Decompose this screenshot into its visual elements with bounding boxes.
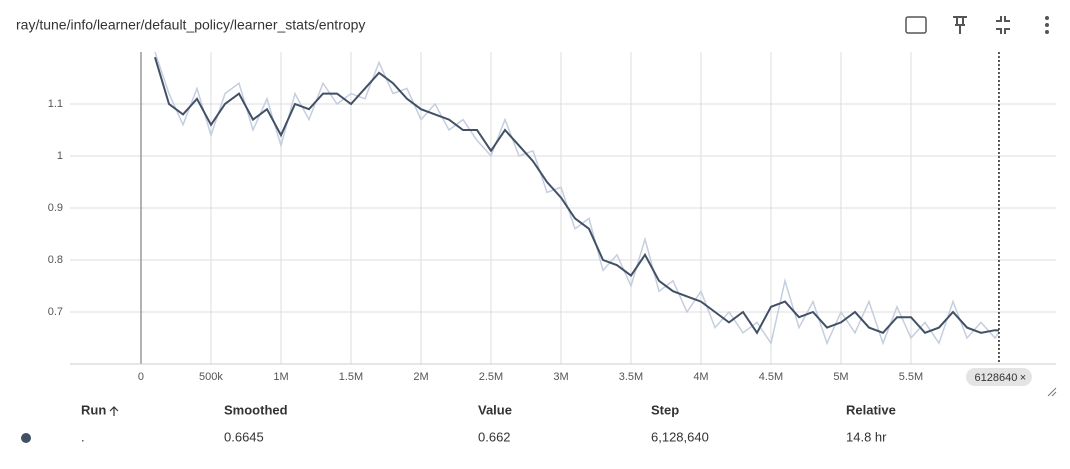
card-title: ray/tune/info/learner/default_policy/lea… (16, 17, 365, 33)
series-line (154, 56, 1000, 335)
x-tick-label: 2.5M (479, 371, 503, 383)
collapse-icon[interactable] (996, 16, 1010, 34)
y-tick-label: 0.8 (48, 254, 63, 266)
x-tick-label: 3M (553, 371, 568, 383)
x-tick-label: 4M (693, 371, 708, 383)
more-icon[interactable] (1045, 16, 1049, 34)
column-header: Step (651, 402, 679, 417)
x-tick-label: 5.5M (899, 371, 923, 383)
sort-arrow (109, 406, 119, 416)
y-tick-label: 1 (57, 150, 63, 162)
column-header: Smoothed (224, 402, 288, 417)
table-cell: 6,128,640 (651, 429, 709, 444)
x-tick-label: 2M (413, 371, 428, 383)
x-tick-label: 4.5M (759, 371, 783, 383)
fullscreen-icon[interactable] (905, 16, 927, 34)
data-table: Run Smoothed Value Step Relative. 0.6645 0.662… (21, 402, 896, 444)
column-header: Value (478, 402, 512, 417)
cursor-close: × (1020, 372, 1026, 384)
table-cell: . (81, 429, 85, 444)
cursor-chip (965, 368, 1032, 386)
plot: 0.7 0.8 0.9 1 1.1 0 500k 1M 1.5M 2M 2.5M 3M 3.5M 4M 4.… (48, 52, 1056, 386)
x-tick-label: 3.5M (619, 371, 643, 383)
x-tick-label: 0 (138, 371, 144, 383)
x-tick-label: 5M (833, 371, 848, 383)
series-line (154, 52, 1000, 346)
run-color (21, 433, 31, 443)
x-tick-label: 500k (199, 371, 223, 383)
cursor-label: 6128640 (975, 372, 1018, 384)
x-tick-label: 1.5M (339, 371, 363, 383)
lines (154, 52, 1000, 346)
x-tick-label: 1M (273, 371, 288, 383)
table-cell: 0.6645 (224, 429, 264, 444)
y-tick-label: 0.7 (48, 306, 63, 318)
column-header: Relative (846, 402, 896, 417)
column-header: Run (81, 402, 106, 417)
table-cell: 14.8 hr (846, 429, 887, 444)
table-cell: 0.662 (478, 429, 511, 444)
y-tick-label: 0.9 (48, 202, 63, 214)
pin-icon[interactable] (953, 16, 967, 34)
resize-handle[interactable] (1047, 387, 1057, 397)
y-tick-label: 1.1 (48, 98, 63, 110)
